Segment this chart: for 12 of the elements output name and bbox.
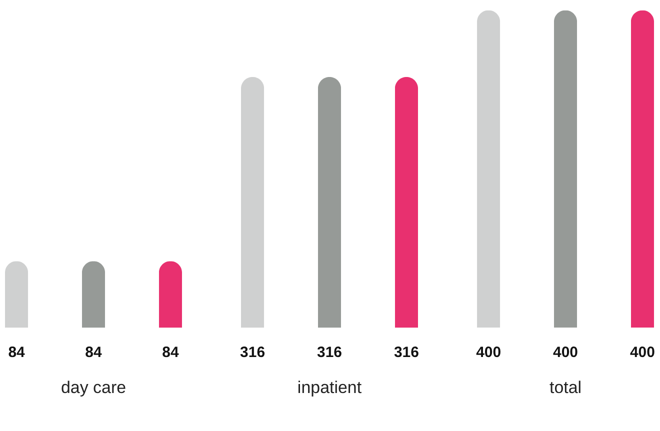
data-label: 400 <box>476 344 502 361</box>
data-label: 400 <box>553 344 578 361</box>
x-tick-label: inpatient <box>297 378 362 398</box>
data-label: 84 <box>162 344 180 361</box>
x-tick-label: total <box>549 378 582 398</box>
data-label: 316 <box>317 344 342 361</box>
data-label: 84 <box>85 344 102 361</box>
data-label: 316 <box>394 344 419 361</box>
x-tick-label: day care <box>60 378 126 398</box>
data-label: 316 <box>240 344 266 361</box>
data-label: 84 <box>8 344 26 361</box>
data-label: 400 <box>630 344 655 361</box>
